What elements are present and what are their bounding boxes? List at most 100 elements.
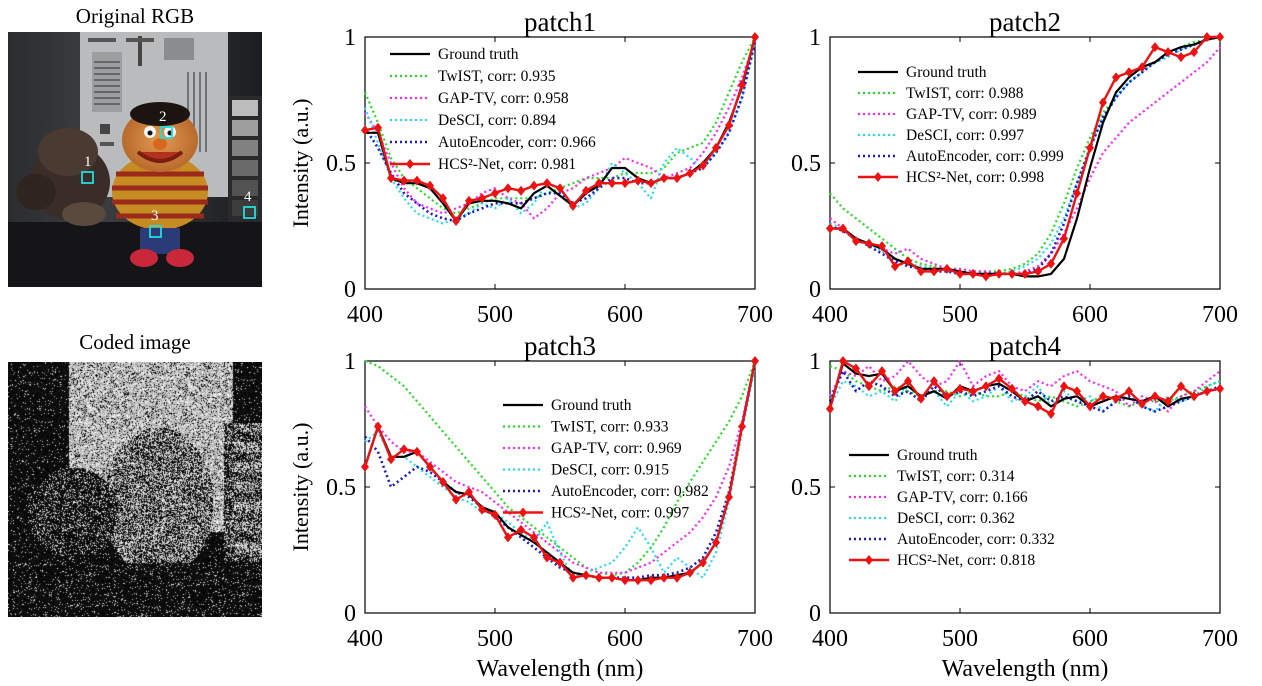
hcs-point-marker [595, 572, 603, 583]
hcs-point-marker [891, 386, 899, 397]
hcs-point-marker [1151, 391, 1159, 402]
legend: Ground truth TwIST, corr: 0.988 GAP-TV, co… [858, 64, 1064, 186]
y-axis-label: Intensity (a.u.) [288, 423, 313, 552]
hcs-point-marker [673, 572, 681, 583]
hcs-point-marker [1086, 142, 1094, 153]
hcs-point-marker [930, 266, 938, 277]
hcs-point-marker [826, 403, 834, 414]
patch-marker-2: 2 [159, 109, 167, 125]
hcs-point-marker [1138, 62, 1146, 73]
series-line-gaptv [364, 360, 757, 574]
hcs-point-marker [930, 376, 938, 387]
hcs-point-marker [556, 557, 564, 568]
y-tick-label: 0 [344, 601, 356, 627]
hcs-point-marker [608, 572, 616, 583]
patch-marker-4: 4 [244, 189, 252, 205]
series-line-desci [829, 380, 1221, 413]
chart-patch1: 400 500 600 700 0 0.5 1 patch1 Intensity (a.u.) G… [288, 7, 773, 328]
hcs-point-marker [839, 356, 847, 366]
hcs-point-marker [387, 454, 395, 465]
x-tick-label: 400 [347, 626, 383, 652]
hcs-point-marker [686, 168, 694, 179]
hcs-point-marker [686, 567, 694, 578]
hcs-point-marker [1164, 47, 1172, 58]
hcs-point-marker [917, 266, 925, 277]
hcs-point-marker [956, 383, 964, 394]
hcs-point-marker [982, 271, 990, 282]
y-tick-label: 0.5 [326, 151, 356, 177]
x-tick-label: 600 [607, 626, 643, 652]
hcs-point-marker [943, 263, 951, 274]
hcs-point-marker [1008, 268, 1016, 279]
y-tick-label: 1 [344, 25, 356, 51]
legend-label-gaptv: GAP-TV, corr: 0.969 [551, 440, 682, 457]
hcs-point-marker [1073, 386, 1081, 397]
hcs-point-marker [1047, 408, 1055, 419]
legend-label-hcs: HCS²-Net, corr: 0.997 [551, 505, 689, 522]
hcs-point-marker [413, 446, 421, 457]
hcs-point-marker [1112, 72, 1120, 83]
hcs-point-marker [1190, 47, 1198, 58]
x-tick-label: 700 [737, 302, 773, 328]
x-axis-label: Wavelength (nm) [477, 656, 644, 682]
hcs-point-marker [839, 223, 847, 234]
legend-label-gt: Ground truth [906, 64, 987, 81]
hcs-point-marker [751, 32, 759, 42]
hcs-point-marker [969, 268, 977, 279]
legend-label-twist: TwIST, corr: 0.314 [897, 468, 1015, 485]
legend-label-desci: DeSCI, corr: 0.997 [906, 127, 1024, 144]
hcs-point-marker [712, 537, 720, 548]
hcs-point-marker [878, 366, 886, 377]
hcs-point-marker [917, 393, 925, 404]
hcs-point-marker [491, 188, 499, 199]
coded-image [8, 362, 262, 617]
legend-marker [406, 159, 414, 169]
hcs-point-marker [1216, 383, 1224, 394]
hcs-point-marker [725, 120, 733, 131]
y-tick-label: 0.5 [791, 151, 821, 177]
x-tick-label: 500 [942, 302, 978, 328]
hcs-point-marker [660, 572, 668, 583]
hcs-point-marker [478, 193, 486, 204]
hcs-point-marker [465, 195, 473, 206]
hcs-point-marker [1099, 97, 1107, 108]
legend-label-ae: AutoEncoder, corr: 0.332 [897, 531, 1055, 548]
hcs-point-marker [413, 175, 421, 186]
hcs-point-marker [1203, 386, 1211, 397]
legend: Ground truth TwIST, corr: 0.933 GAP-TV, co… [503, 397, 709, 522]
x-axis-label: Wavelength (nm) [942, 656, 1109, 682]
rgb-scene-drawing: 1 2 3 4 [8, 32, 262, 287]
hcs-point-marker [699, 160, 707, 171]
hcs-point-marker [1047, 258, 1055, 269]
hcs-point-marker [712, 142, 720, 153]
hcs-point-marker [699, 557, 707, 568]
hcs-point-marker [465, 487, 473, 498]
hcs-point-marker [543, 552, 551, 563]
hcs-point-marker [751, 356, 759, 366]
legend-marker [519, 507, 527, 518]
legend-label-gaptv: GAP-TV, corr: 0.989 [906, 106, 1037, 123]
hcs-point-marker [621, 178, 629, 189]
hcs-point-marker [1138, 398, 1146, 409]
hcs-point-marker [439, 193, 447, 204]
patch-marker-3: 3 [151, 208, 159, 224]
hcs-point-marker [374, 122, 382, 133]
hcs-point-marker [738, 421, 746, 432]
x-tick-label: 500 [477, 302, 513, 328]
hcs-point-marker [1060, 381, 1068, 392]
hcs-point-marker [361, 461, 369, 472]
legend-label-hcs: HCS²-Net, corr: 0.818 [897, 552, 1035, 569]
hcs-point-marker [361, 125, 369, 136]
legend-label-gt: Ground truth [897, 447, 978, 464]
legend-label-twist: TwIST, corr: 0.935 [438, 68, 556, 85]
y-tick-label: 1 [809, 349, 821, 375]
hcs-point-marker [1034, 266, 1042, 277]
hcs-point-marker [426, 461, 434, 472]
x-tick-label: 600 [1072, 626, 1108, 652]
hcs-point-marker [426, 180, 434, 191]
hcs-point-marker [1151, 42, 1159, 53]
hcs-point-marker [582, 185, 590, 196]
y-axis-label: Intensity (a.u.) [288, 99, 313, 228]
legend-label-hcs: HCS²-Net, corr: 0.981 [438, 156, 576, 173]
